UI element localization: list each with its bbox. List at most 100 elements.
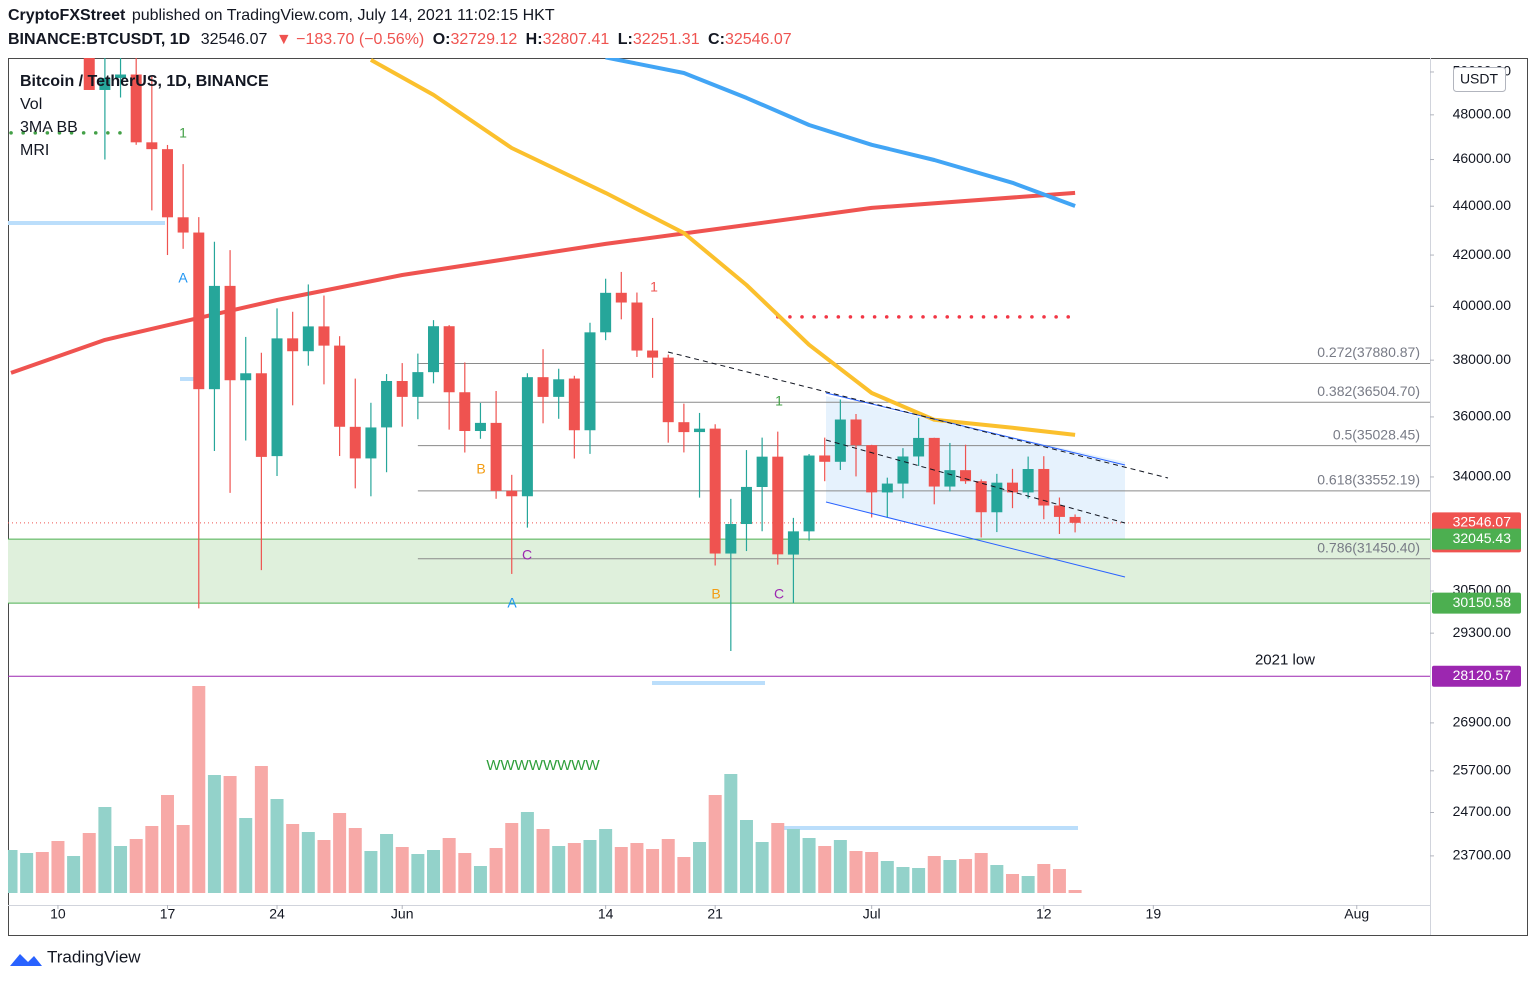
annotation: B xyxy=(711,586,720,602)
candle-body xyxy=(334,345,346,427)
candle-body xyxy=(756,456,768,487)
ohlc-key: L: xyxy=(618,31,633,48)
candle-body xyxy=(83,58,95,90)
ohlc-value: 32807.41 xyxy=(543,31,610,48)
volume-bar xyxy=(661,839,675,893)
annotation: WWWWWWWW xyxy=(486,757,600,774)
volume-bar xyxy=(755,842,769,893)
candle-body xyxy=(928,437,940,487)
annotation: C xyxy=(774,586,784,602)
price-marker-label: 28120.57 xyxy=(1453,667,1512,683)
candle-body xyxy=(960,470,972,482)
volume-bar xyxy=(536,829,550,893)
annotation: 1 xyxy=(650,279,658,295)
candle-body xyxy=(490,422,502,491)
chart-frame xyxy=(8,58,1528,936)
volume-bar xyxy=(1005,874,1019,893)
candle-body xyxy=(819,455,831,462)
candle-body xyxy=(521,377,533,497)
volume-bar xyxy=(1021,876,1035,893)
volume-bar xyxy=(8,850,18,893)
volume-bar xyxy=(943,860,957,893)
candle-body xyxy=(287,338,299,352)
volume-bar xyxy=(67,856,81,893)
candle-body xyxy=(866,445,878,493)
volume-bar xyxy=(442,838,456,893)
candle-body xyxy=(130,74,142,143)
volume-bar xyxy=(724,774,738,893)
price-marker-label: 32546.07 xyxy=(1453,514,1512,530)
candle-body xyxy=(772,456,784,555)
volume-bar xyxy=(849,851,863,893)
x-tick-label: 10 xyxy=(50,906,66,922)
candle-body xyxy=(459,392,471,432)
volume-bar xyxy=(176,825,190,893)
published: published on TradingView.com, July 14, 2… xyxy=(132,7,555,24)
candle-body xyxy=(913,437,925,457)
y-tick-label: 42000.00 xyxy=(1453,246,1512,262)
candle-body xyxy=(255,373,267,457)
volume-bar xyxy=(599,829,613,893)
volume-bar xyxy=(614,847,628,893)
x-tick-label: Jun xyxy=(391,906,414,922)
candle-body xyxy=(506,490,518,497)
price-marker-label: 30150.58 xyxy=(1453,594,1512,610)
fib-label: 0.382(36504.70) xyxy=(1317,383,1420,399)
candle-body xyxy=(740,486,752,525)
y-tick-label: 36000.00 xyxy=(1453,408,1512,424)
candle-body xyxy=(428,326,440,373)
volume-bar xyxy=(192,686,206,893)
last-price: 32546.07 xyxy=(201,31,268,48)
candle-body xyxy=(881,483,893,493)
y-tick-label: 23700.00 xyxy=(1453,847,1512,863)
y-tick-label: 25700.00 xyxy=(1453,762,1512,778)
volume-bar xyxy=(1037,864,1051,893)
candle-body xyxy=(850,419,862,446)
drawings-layer xyxy=(667,351,1169,578)
volume-bar xyxy=(818,846,832,893)
candle-body xyxy=(537,377,549,397)
candle-body xyxy=(1069,516,1081,523)
ohlc-value: 32251.31 xyxy=(633,31,700,48)
candle-body xyxy=(834,419,846,462)
symbol: BINANCE:BTCUSDT, 1D xyxy=(8,31,190,48)
candle-body xyxy=(381,380,393,428)
currency-box[interactable] xyxy=(1453,67,1506,92)
volume-bar xyxy=(51,841,65,893)
candle-body xyxy=(600,292,612,333)
volume-bar xyxy=(708,795,722,893)
volume-bar xyxy=(364,851,378,893)
volume-bar xyxy=(693,842,707,893)
volume-bar xyxy=(520,812,534,893)
price-marker xyxy=(1432,665,1521,687)
candle-body xyxy=(161,149,173,218)
trendline xyxy=(667,351,1169,479)
x-tick-label: 12 xyxy=(1036,906,1052,922)
annotation: A xyxy=(507,595,517,611)
volume-bar xyxy=(129,839,143,893)
volume-bar xyxy=(286,824,300,893)
volume-bar xyxy=(646,849,660,893)
volume-bar xyxy=(207,775,221,893)
volume-bar xyxy=(270,799,284,893)
volume-bar xyxy=(411,854,425,893)
volume-bar xyxy=(333,813,347,893)
moving-average xyxy=(10,190,1076,375)
currency-label: USDT xyxy=(1460,71,1499,87)
ohlc-value: 32546.07 xyxy=(725,31,792,48)
fib-label: 0.786(31450.40) xyxy=(1317,539,1420,555)
volume-bar xyxy=(552,846,566,893)
candle-body xyxy=(975,481,987,513)
price-marker xyxy=(1432,592,1521,614)
footer-brand: TradingView xyxy=(47,947,141,966)
y-tick-label: 40000.00 xyxy=(1453,297,1512,313)
annotation: B xyxy=(476,461,485,477)
annotation: 1 xyxy=(179,125,187,141)
candle-body xyxy=(302,326,314,352)
price-marker-label: 32045.43 xyxy=(1453,530,1512,546)
candles-layer xyxy=(83,58,1081,652)
moving-average xyxy=(605,58,1076,208)
x-tick-label: Jul xyxy=(863,906,881,922)
